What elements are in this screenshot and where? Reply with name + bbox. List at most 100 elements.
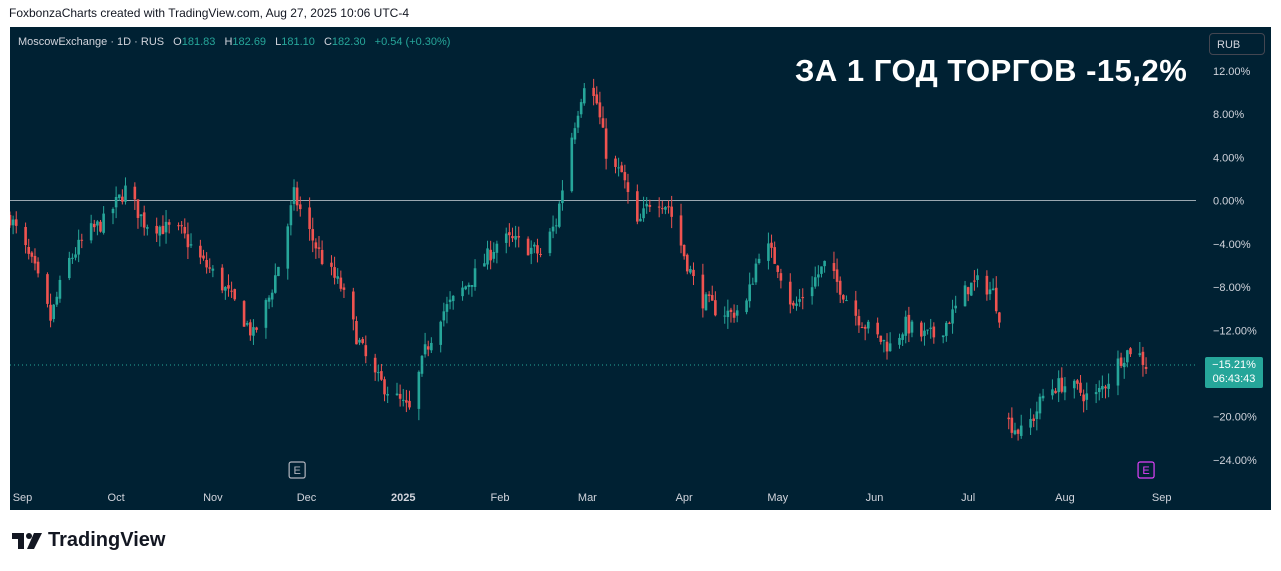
candle-body	[885, 341, 889, 352]
candle-body	[142, 212, 146, 228]
tradingview-logo[interactable]: TradingView	[12, 529, 165, 552]
candle-body	[835, 269, 839, 282]
candle-body	[317, 247, 321, 249]
candle-body	[1126, 350, 1129, 363]
candle-body	[339, 277, 343, 289]
candle-body	[1141, 351, 1145, 365]
candle-body	[857, 316, 861, 326]
candle-body	[489, 249, 492, 261]
candle-body	[832, 263, 836, 271]
candle-body	[320, 249, 324, 264]
candle-body	[1085, 393, 1089, 400]
candle-body	[448, 299, 452, 303]
y-tick-label: −20.00%	[1213, 412, 1257, 424]
candle-body	[757, 258, 761, 264]
candle-body	[710, 295, 714, 301]
candle-body	[205, 259, 208, 268]
candle-body	[420, 355, 424, 374]
candle-body	[14, 219, 18, 226]
candle-body	[483, 263, 486, 267]
candle-body	[1060, 377, 1064, 392]
candle-body	[592, 87, 595, 96]
candle-body	[685, 254, 689, 272]
candle-body	[554, 225, 558, 227]
candle-body	[164, 221, 168, 233]
change-value: +0.54 (+0.30%)	[374, 36, 451, 48]
candle-body	[998, 312, 1001, 323]
candle-body	[464, 286, 467, 290]
candle-body	[823, 260, 826, 267]
candle-body	[102, 213, 105, 233]
candle-body	[582, 88, 586, 104]
candle-body	[570, 137, 574, 192]
candle-body	[1076, 380, 1079, 384]
candle-body	[224, 286, 227, 291]
candle-body	[273, 275, 277, 293]
candle-body	[80, 239, 84, 241]
candle-body	[111, 209, 115, 214]
candle-body	[361, 339, 364, 344]
x-tick-label: Oct	[108, 492, 125, 504]
candle-body	[932, 326, 936, 338]
candle-body	[664, 206, 667, 210]
chart-caption: FoxbonzaCharts created with TradingView.…	[9, 6, 410, 20]
candle-body	[701, 274, 705, 309]
chart-svg[interactable]: 12.00% 8.00% 4.00% 0.00% −4.00% −8.00% −12.00%…	[10, 27, 1271, 510]
x-tick-label: May	[767, 492, 788, 504]
earnings-marker-past[interactable]: E	[288, 461, 306, 479]
candle-body	[601, 118, 605, 128]
svg-text:E: E	[293, 465, 300, 477]
candle-body	[642, 208, 645, 219]
candle-body	[539, 253, 542, 255]
candle-body	[904, 316, 908, 336]
candle-body	[929, 327, 933, 329]
candle-body	[33, 255, 37, 264]
candle-body	[1129, 348, 1132, 355]
candle-body	[1082, 394, 1085, 402]
candle-body	[383, 379, 386, 395]
candle-body	[55, 296, 59, 305]
candle-body	[1013, 430, 1017, 435]
symbol-label[interactable]: MoscowExchange · 1D · RUS	[18, 36, 165, 48]
candle-body	[526, 238, 530, 256]
candle-body	[308, 207, 311, 230]
candle-body	[1101, 385, 1104, 390]
currency-button[interactable]: RUB	[1209, 33, 1265, 55]
candle-body	[508, 232, 511, 236]
candle-body	[1029, 419, 1032, 428]
candle-body	[920, 322, 923, 337]
candle-body	[10, 214, 12, 226]
x-tick-label: Mar	[578, 492, 597, 504]
y-tick-label: 12.00%	[1213, 66, 1251, 78]
candle-body	[838, 280, 842, 295]
candle-body	[167, 222, 171, 225]
candle-body	[617, 167, 620, 169]
x-tick-label: Aug	[1055, 492, 1075, 504]
candle-body	[486, 248, 489, 265]
candle-body	[208, 267, 212, 269]
candle-body	[330, 262, 333, 267]
candle-body	[245, 323, 249, 325]
candle-body	[1019, 425, 1023, 436]
candle-body	[451, 295, 455, 302]
candle-body	[657, 206, 661, 208]
candle-body	[770, 242, 773, 248]
x-tick-label: Feb	[491, 492, 510, 504]
candle-body	[661, 208, 664, 210]
low-label: L	[275, 36, 282, 48]
candle-body	[626, 182, 630, 192]
earnings-marker-upcoming[interactable]: E	[1137, 461, 1155, 479]
candle-body	[901, 334, 904, 340]
open-value: 181.83	[181, 36, 216, 48]
candle-body	[376, 372, 380, 374]
x-tick-label: Nov	[203, 492, 223, 504]
candle-body	[620, 165, 624, 173]
candle-body	[405, 400, 408, 403]
candle-body	[558, 203, 561, 227]
candle-body	[579, 102, 583, 115]
x-tick-label: Dec	[297, 492, 317, 504]
candle-body	[423, 344, 427, 355]
chart-panel[interactable]: 12.00% 8.00% 4.00% 0.00% −4.00% −8.00% −12.00%…	[10, 27, 1271, 510]
candle-body	[133, 186, 137, 200]
candle-body	[882, 340, 886, 342]
